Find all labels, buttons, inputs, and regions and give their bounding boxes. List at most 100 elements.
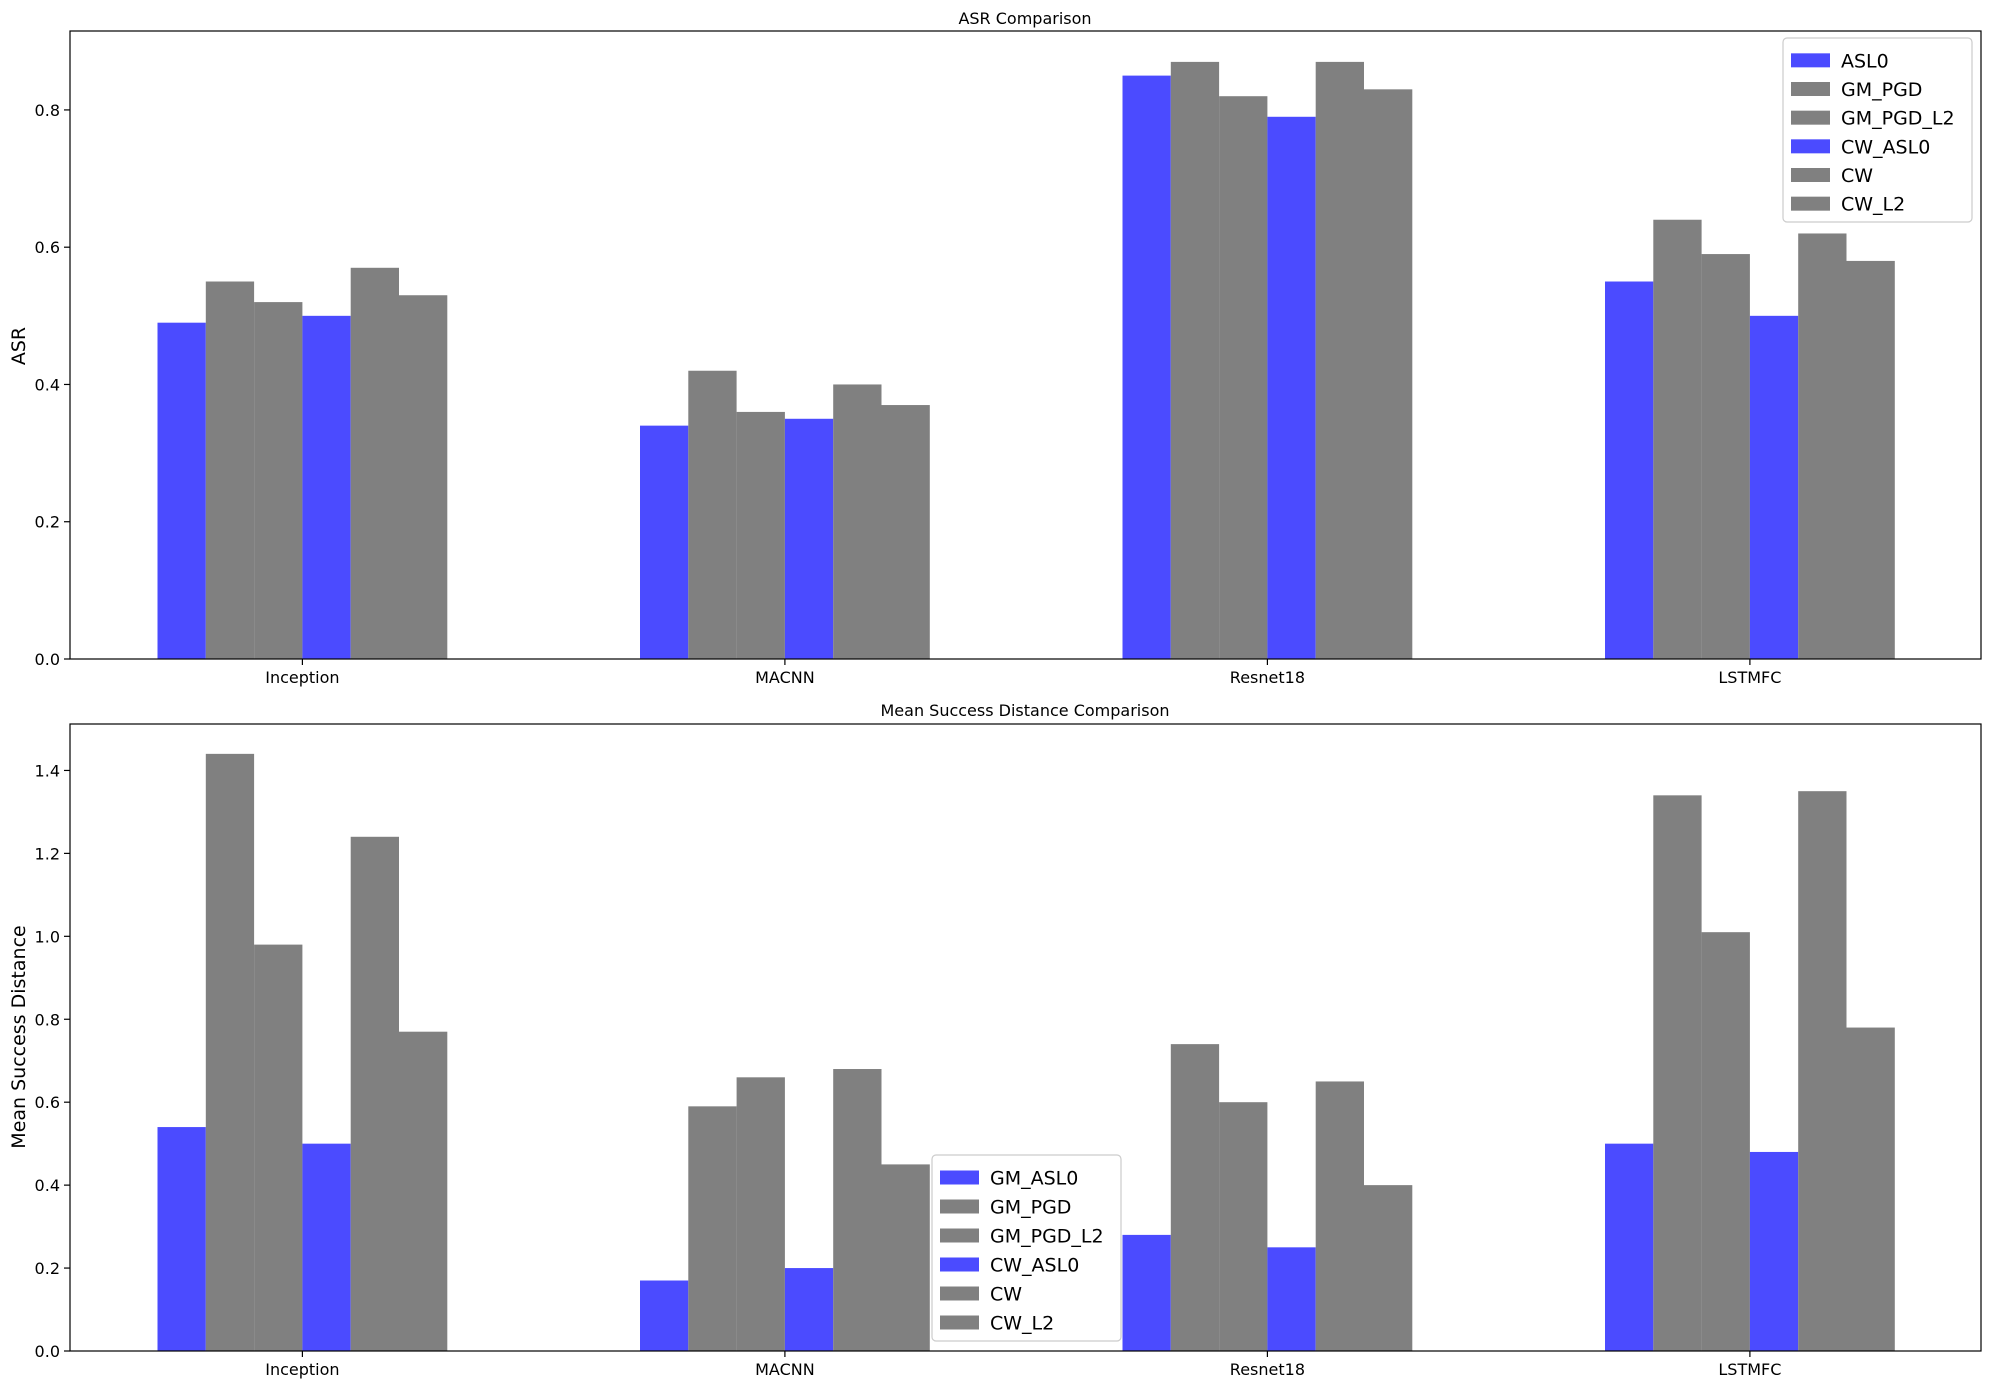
legend-swatch-cw: [1791, 168, 1830, 182]
bar-gm-pgd-l2-macnn: [736, 1077, 785, 1351]
legend-label-cw-l2: CW_L2: [1841, 194, 1905, 216]
legend-swatch-cw-asl0: [940, 1257, 979, 1272]
bar-cw-resnet18: [1315, 61, 1364, 659]
asr-x-axis: Inception MACNN Resnet18 LSTMFC: [265, 659, 1781, 687]
bar-gm-asl0-inception: [157, 1127, 206, 1351]
bar-gm-pgd-l2-inception: [254, 302, 303, 659]
bar-gm-pgd-macnn: [688, 370, 737, 659]
distance-chart: Mean Success Distance Comparison Mean Su…: [8, 701, 1982, 1379]
legend-box: [931, 1154, 1122, 1342]
y-tick-label: 0.4: [35, 1176, 60, 1195]
y-tick-label: 0.8: [35, 1010, 60, 1029]
legend-label-asl0: ASL0: [1841, 50, 1889, 72]
bar-gm-pgd-l2-macnn: [736, 411, 785, 659]
legend-label-cw-l2: CW_L2: [990, 1313, 1054, 1335]
y-tick-label: 0.2: [35, 1259, 60, 1278]
bar-gm-pgd-macnn: [688, 1106, 737, 1351]
bar-cw-l2-macnn: [881, 1164, 930, 1351]
legend-label-gm-pgd-l2: GM_PGD_L2: [990, 1226, 1104, 1248]
asr-y-axis: 0.0 0.2 0.4 0.6 0.8: [35, 101, 70, 669]
legend-swatch-cw-asl0: [1791, 139, 1830, 154]
y-tick-label: 0.0: [35, 650, 60, 669]
asr-chart-ylabel: ASR: [8, 327, 30, 365]
distance-y-axis: 0.0 0.2 0.4 0.6 0.8 1.0 1.2 1.4: [35, 761, 70, 1361]
bar-gm-pgd-l2-lstmfc: [1701, 932, 1750, 1351]
legend-box: [1782, 37, 1973, 223]
legend-swatch-gm-asl0: [940, 1170, 979, 1185]
bar-gm-asl0-resnet18: [1122, 1234, 1171, 1351]
legend-swatch-asl0: [1791, 53, 1830, 68]
bar-cw-asl0-macnn: [784, 418, 834, 659]
x-tick-label-inception: Inception: [265, 668, 339, 687]
legend-swatch-gm-pgd-l2: [940, 1228, 979, 1243]
x-tick-label-resnet18: Resnet18: [1230, 1360, 1305, 1379]
y-tick-label: 1.4: [35, 761, 60, 780]
bar-cw-asl0-resnet18: [1267, 116, 1316, 660]
bar-gm-pgd-inception: [205, 281, 255, 659]
bar-cw-resnet18: [1315, 1081, 1364, 1351]
x-tick-label-inception: Inception: [265, 1360, 339, 1379]
legend-swatch-cw-l2: [1791, 196, 1830, 211]
legend-label-cw-asl0: CW_ASL0: [990, 1255, 1079, 1277]
bar-gm-pgd-inception: [205, 753, 255, 1351]
bar-asl0-resnet18: [1122, 75, 1171, 660]
asr-bars: [157, 61, 1895, 660]
bar-gm-pgd-resnet18: [1170, 1044, 1220, 1351]
asr-plot-frame: [69, 30, 1982, 660]
bar-cw-lstmfc: [1798, 791, 1847, 1351]
bar-gm-pgd-l2-lstmfc: [1701, 254, 1750, 659]
y-tick-label: 0.6: [35, 238, 60, 257]
bar-cw-macnn: [833, 384, 882, 659]
legend-label-gm-pgd: GM_PGD: [990, 1197, 1071, 1219]
asr-chart: ASR Comparison ASR 0.0 0.2 0.4 0.6 0.8 Incep…: [8, 9, 1982, 687]
legend-swatch-cw: [940, 1286, 979, 1301]
legend-label-gm-pgd-l2: GM_PGD_L2: [1841, 108, 1955, 130]
bar-cw-l2-inception: [399, 1031, 448, 1351]
bar-cw-inception: [350, 267, 399, 659]
bar-cw-l2-resnet18: [1364, 89, 1413, 660]
legend-swatch-gm-pgd: [1791, 82, 1830, 96]
bar-cw-asl0-lstmfc: [1749, 1151, 1799, 1351]
distance-bars: [157, 753, 1895, 1351]
bar-cw-asl0-resnet18: [1267, 1247, 1316, 1351]
bar-gm-pgd-lstmfc: [1653, 219, 1702, 660]
bar-gm-pgd-resnet18: [1170, 61, 1220, 659]
y-tick-label: 1.2: [35, 844, 60, 863]
bar-asl0-lstmfc: [1605, 281, 1654, 659]
y-tick-label: 0.2: [35, 513, 60, 532]
bar-gm-pgd-l2-resnet18: [1219, 1102, 1268, 1351]
y-tick-label: 0.6: [35, 1093, 60, 1112]
bar-cw-macnn: [833, 1069, 882, 1351]
legend-label-gm-pgd: GM_PGD: [1841, 79, 1922, 101]
bar-cw-inception: [350, 836, 399, 1351]
x-tick-label-lstmfc: LSTMFC: [1718, 1360, 1781, 1379]
x-tick-label-macnn: MACNN: [755, 1360, 815, 1379]
y-tick-label: 1.0: [35, 927, 60, 946]
bar-cw-asl0-inception: [302, 315, 351, 659]
y-tick-label: 0.0: [35, 1342, 60, 1361]
bar-gm-pgd-lstmfc: [1653, 795, 1702, 1351]
legend-label-gm-asl0: GM_ASL0: [990, 1168, 1078, 1190]
bar-gm-asl0-macnn: [640, 1280, 689, 1351]
bar-asl0-macnn: [640, 425, 689, 659]
legend-label-cw: CW: [990, 1284, 1022, 1306]
x-tick-label-lstmfc: LSTMFC: [1718, 668, 1781, 687]
bar-gm-pgd-l2-inception: [254, 944, 303, 1351]
x-tick-label-resnet18: Resnet18: [1230, 668, 1305, 687]
asr-legend: ASL0 GM_PGD GM_PGD_L2 CW_ASL0 CW CW_L2: [1782, 37, 1973, 223]
distance-plot-frame: [69, 723, 1982, 1352]
legend-label-cw: CW: [1841, 165, 1873, 187]
distance-chart-title: Mean Success Distance Comparison: [880, 701, 1169, 720]
bar-cw-asl0-lstmfc: [1749, 315, 1799, 659]
bar-cw-l2-resnet18: [1364, 1185, 1413, 1351]
x-tick-label-macnn: MACNN: [755, 668, 815, 687]
distance-legend: GM_ASL0 GM_PGD GM_PGD_L2 CW_ASL0 CW CW_L2: [931, 1154, 1122, 1342]
bar-cw-asl0-macnn: [784, 1268, 834, 1351]
y-tick-label: 0.8: [35, 101, 60, 120]
bar-cw-l2-lstmfc: [1846, 260, 1895, 659]
legend-swatch-gm-pgd: [940, 1199, 979, 1214]
asr-chart-title: ASR Comparison: [958, 9, 1091, 28]
distance-chart-ylabel: Mean Success Distance: [8, 925, 30, 1148]
bar-gm-asl0-lstmfc: [1605, 1143, 1654, 1351]
